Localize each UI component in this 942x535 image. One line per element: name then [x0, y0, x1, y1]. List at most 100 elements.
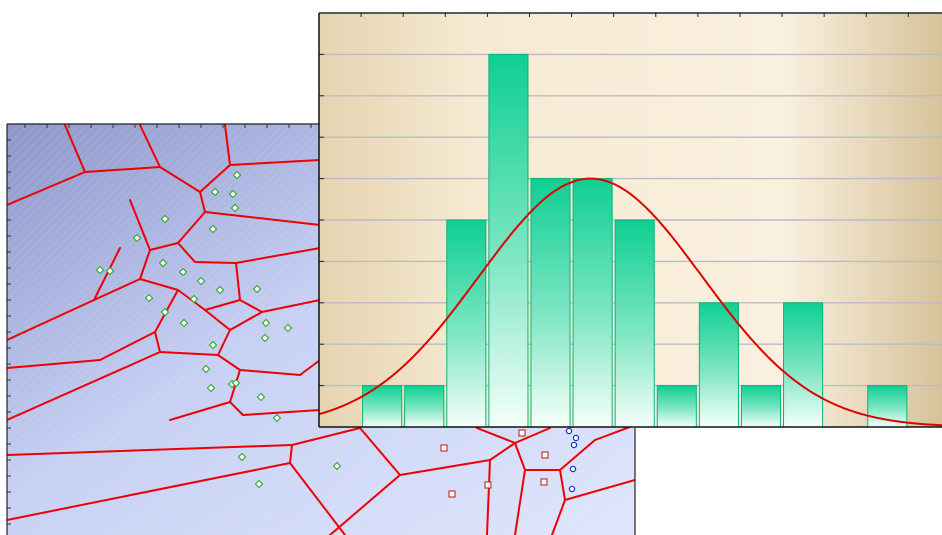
voronoi-edge-6 [224, 124, 231, 166]
voronoi-edge-40 [239, 369, 301, 376]
voronoi-edge-38 [229, 401, 244, 416]
histogram-bar-3 [488, 53, 529, 428]
voronoi-edge-27 [154, 331, 161, 353]
voronoi-point-diamond-25 [231, 378, 241, 388]
voronoi-point-square-2 [541, 451, 549, 459]
voronoi-edge-61 [514, 469, 526, 535]
voronoi-edge-0 [7, 171, 86, 206]
voronoi-point-diamond-4 [160, 214, 170, 224]
voronoi-point-square-3 [484, 481, 492, 489]
histogram-bar-9 [740, 385, 782, 428]
voronoi-edge-29 [159, 351, 219, 356]
voronoi-edge-19 [235, 247, 321, 264]
histogram-bar-6 [614, 219, 655, 428]
voronoi-edge-14 [93, 278, 141, 301]
voronoi-edge-53 [486, 459, 491, 535]
histogram-bar-7 [656, 385, 697, 428]
voronoi-point-diamond-6 [132, 233, 142, 243]
voronoi-edge-3 [139, 124, 161, 168]
voronoi-edge-21 [204, 299, 241, 311]
voronoi-point-diamond-17 [179, 318, 189, 328]
voronoi-edge-47 [359, 427, 401, 476]
voronoi-point-circle-1 [572, 434, 580, 442]
voronoi-edge-7 [229, 159, 321, 166]
voronoi-point-diamond-29 [332, 461, 342, 471]
voronoi-points [95, 170, 580, 498]
voronoi-edge-35 [217, 354, 241, 371]
voronoi-point-diamond-20 [260, 333, 270, 343]
voronoi-point-diamond-21 [208, 340, 218, 350]
voronoi-point-square-5 [448, 490, 456, 498]
voronoi-point-diamond-23 [206, 383, 216, 393]
voronoi-point-circle-2 [570, 441, 578, 449]
voronoi-point-square-1 [440, 444, 448, 452]
voronoi-edge-42 [7, 444, 293, 456]
histogram-bar-10 [783, 302, 824, 428]
voronoi-edge-39 [242, 409, 321, 416]
voronoi-edge-59 [564, 479, 635, 501]
voronoi-edge-5 [199, 164, 231, 193]
voronoi-edge-12 [129, 199, 151, 251]
normal-fit-curve [318, 177, 942, 427]
voronoi-point-diamond-9 [158, 258, 168, 268]
voronoi-edge-15 [7, 299, 95, 341]
voronoi-edge-20 [235, 262, 241, 301]
voronoi-edge-50 [489, 442, 516, 461]
voronoi-point-diamond-19 [283, 323, 293, 333]
voronoi-edge-54 [514, 442, 526, 471]
voronoi-edge-23 [139, 278, 179, 291]
voronoi-edge-30 [217, 329, 231, 356]
voronoi-point-diamond-11 [196, 276, 206, 286]
voronoi-cell-edges [7, 124, 635, 535]
voronoi-point-diamond-18 [261, 318, 271, 328]
voronoi-point-circle-3 [569, 465, 577, 473]
voronoi-point-diamond-26 [256, 392, 266, 402]
voronoi-edge-4 [159, 166, 201, 193]
voronoi-edge-58 [559, 469, 566, 501]
voronoi-point-diamond-12 [252, 284, 262, 294]
voronoi-point-diamond-28 [237, 452, 247, 462]
voronoi-edge-26 [7, 359, 101, 369]
voronoi-point-diamond-27 [272, 413, 282, 423]
voronoi-point-diamond-30 [254, 479, 264, 489]
voronoi-edge-25 [99, 331, 156, 361]
voronoi-point-diamond-10 [178, 267, 188, 277]
voronoi-edge-33 [239, 299, 263, 313]
voronoi-point-diamond-22 [201, 364, 211, 374]
voronoi-edge-32 [229, 311, 263, 331]
voronoi-edge-60 [551, 499, 566, 535]
voronoi-edge-44 [289, 444, 293, 464]
voronoi-edge-34 [261, 299, 321, 313]
voronoi-point-diamond-7 [95, 265, 105, 275]
voronoi-edge-17 [177, 242, 196, 263]
voronoi-edge-56 [559, 439, 596, 471]
voronoi-edge-1 [64, 124, 86, 173]
voronoi-point-diamond-14 [189, 294, 199, 304]
voronoi-point-diamond-8 [105, 266, 115, 276]
voronoi-point-diamond-2 [228, 189, 238, 199]
voronoi-edge-9 [204, 211, 321, 226]
histogram-bar-8 [698, 302, 739, 428]
voronoi-ticks [7, 124, 312, 525]
voronoi-point-diamond-16 [160, 307, 170, 317]
voronoi-edge-18 [194, 261, 237, 264]
voronoi-edge-31 [204, 309, 231, 331]
histogram-bar-5 [572, 178, 613, 428]
voronoi-point-diamond-15 [215, 285, 225, 295]
histogram-chart [318, 12, 942, 428]
histogram-bar-4 [530, 178, 571, 428]
voronoi-point-circle-0 [565, 427, 573, 435]
voronoi-edge-51 [476, 427, 516, 444]
voronoi-edge-13 [139, 249, 151, 280]
voronoi-edge-8 [199, 191, 206, 213]
histogram-bar-1 [404, 385, 445, 428]
voronoi-edge-43 [291, 427, 361, 446]
voronoi-edge-45 [7, 462, 291, 521]
voronoi-edge-2 [84, 166, 161, 173]
voronoi-point-diamond-0 [232, 170, 242, 180]
voronoi-point-circle-4 [568, 485, 576, 493]
voronoi-point-square-4 [540, 478, 548, 486]
voronoi-edge-41 [299, 359, 321, 376]
voronoi-edge-46 [289, 462, 346, 535]
